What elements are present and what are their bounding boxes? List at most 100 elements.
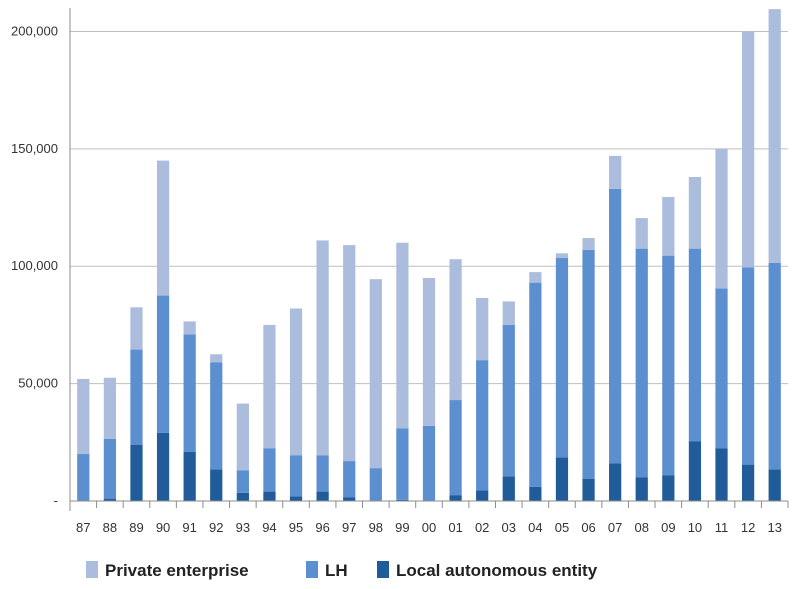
bar-segment <box>768 469 781 501</box>
bar-segment <box>688 177 702 249</box>
bar-segment <box>635 218 648 249</box>
bar-segment <box>529 272 542 283</box>
x-tick-label: 91 <box>182 520 196 535</box>
x-tick-label: 04 <box>528 520 542 535</box>
bar-segment <box>529 486 542 501</box>
x-tick-label: 10 <box>688 520 702 535</box>
bar-segment <box>210 354 223 363</box>
bar-segment <box>422 277 436 426</box>
bar-segment <box>156 432 170 501</box>
x-tick-label: 05 <box>555 520 569 535</box>
bar-segment <box>289 455 303 497</box>
bar-segment <box>555 457 569 501</box>
bar-segment <box>715 288 728 449</box>
x-tick-label: 98 <box>369 520 383 535</box>
legend-label: LH <box>325 561 348 580</box>
bar-segment <box>609 188 622 464</box>
x-tick-label: 07 <box>608 520 622 535</box>
bar-segment <box>263 448 276 492</box>
x-tick-label: 88 <box>103 520 117 535</box>
y-tick-label: 50,000 <box>18 376 58 391</box>
bar-segment <box>263 491 276 501</box>
bar-segment <box>715 148 728 289</box>
bar-segment <box>103 438 116 499</box>
bar-segment <box>343 461 356 498</box>
bar-segment <box>662 475 675 501</box>
x-tick-label: 00 <box>422 520 436 535</box>
bar-segment <box>343 497 356 501</box>
bar-segment <box>476 297 489 361</box>
legend-swatch <box>306 561 318 578</box>
bar-segment <box>369 468 382 501</box>
bar-segment <box>502 301 515 325</box>
bars <box>77 9 781 501</box>
bar-segment <box>396 242 409 429</box>
bar-segment <box>609 463 622 501</box>
bar-segment <box>582 238 595 250</box>
x-tick-label: 09 <box>661 520 675 535</box>
legend-label: Local autonomous entity <box>396 561 598 580</box>
bar-segment <box>476 490 489 501</box>
x-tick-label: 96 <box>315 520 329 535</box>
bar-segment <box>396 428 409 500</box>
legend-swatch <box>377 561 389 578</box>
bar-segment <box>369 279 382 469</box>
axes <box>69 8 789 511</box>
bar-segment <box>768 9 781 263</box>
bar-segment <box>236 492 249 501</box>
bar-segment <box>156 295 170 433</box>
x-tick-label: 06 <box>581 520 595 535</box>
bar-segment <box>449 259 462 401</box>
bar-segment <box>77 378 90 455</box>
x-tick-label: 99 <box>395 520 409 535</box>
bar-segment <box>662 196 675 256</box>
bar-segment <box>130 307 143 350</box>
bar-segment <box>502 324 515 477</box>
legend-swatch <box>86 561 98 578</box>
bar-segment <box>476 360 489 491</box>
bar-segment <box>741 31 755 268</box>
bar-segment <box>502 476 515 501</box>
bar-segment <box>555 258 569 458</box>
bar-segment <box>582 478 595 501</box>
bar-segment <box>289 308 303 456</box>
x-tick-label: 90 <box>156 520 170 535</box>
bar-segment <box>715 448 728 501</box>
bar-segment <box>210 362 223 470</box>
bar-segment <box>343 245 356 462</box>
bar-segment <box>210 469 223 501</box>
bar-segment <box>688 248 702 442</box>
bar-segment <box>741 464 755 501</box>
bar-segment <box>529 282 542 487</box>
x-tick-label: 94 <box>262 520 276 535</box>
bar-segment <box>183 321 196 335</box>
bar-segment <box>77 454 90 501</box>
x-tick-label: 93 <box>236 520 250 535</box>
x-tick-label: 13 <box>767 520 781 535</box>
bar-segment <box>316 455 329 492</box>
legend-label: Private enterprise <box>105 561 249 580</box>
bar-segment <box>263 324 276 449</box>
x-tick-label: 11 <box>715 520 729 535</box>
bar-segment <box>609 155 622 189</box>
bar-segment <box>688 441 702 501</box>
x-tick-labels: 87 88 89 90 91 92 93 94 95 96 97 98 99 00 01 02 03 04 05 06… <box>76 520 782 535</box>
bar-segment <box>449 400 462 496</box>
x-tick-label: 95 <box>289 520 303 535</box>
bar-segment <box>316 240 329 456</box>
bar-segment <box>183 451 196 501</box>
x-tick-label: 08 <box>635 520 649 535</box>
bar-segment <box>449 495 462 501</box>
bar-segment <box>555 253 569 259</box>
x-tick-label: 01 <box>448 520 462 535</box>
bar-segment <box>316 491 329 501</box>
bar-segment <box>236 470 249 493</box>
bar-segment <box>236 403 249 471</box>
bar-segment <box>662 255 675 476</box>
bar-segment <box>289 496 303 501</box>
bar-segment <box>130 444 143 501</box>
bar-segment <box>741 267 755 465</box>
x-tick-label: 02 <box>475 520 489 535</box>
bar-segment <box>130 349 143 445</box>
